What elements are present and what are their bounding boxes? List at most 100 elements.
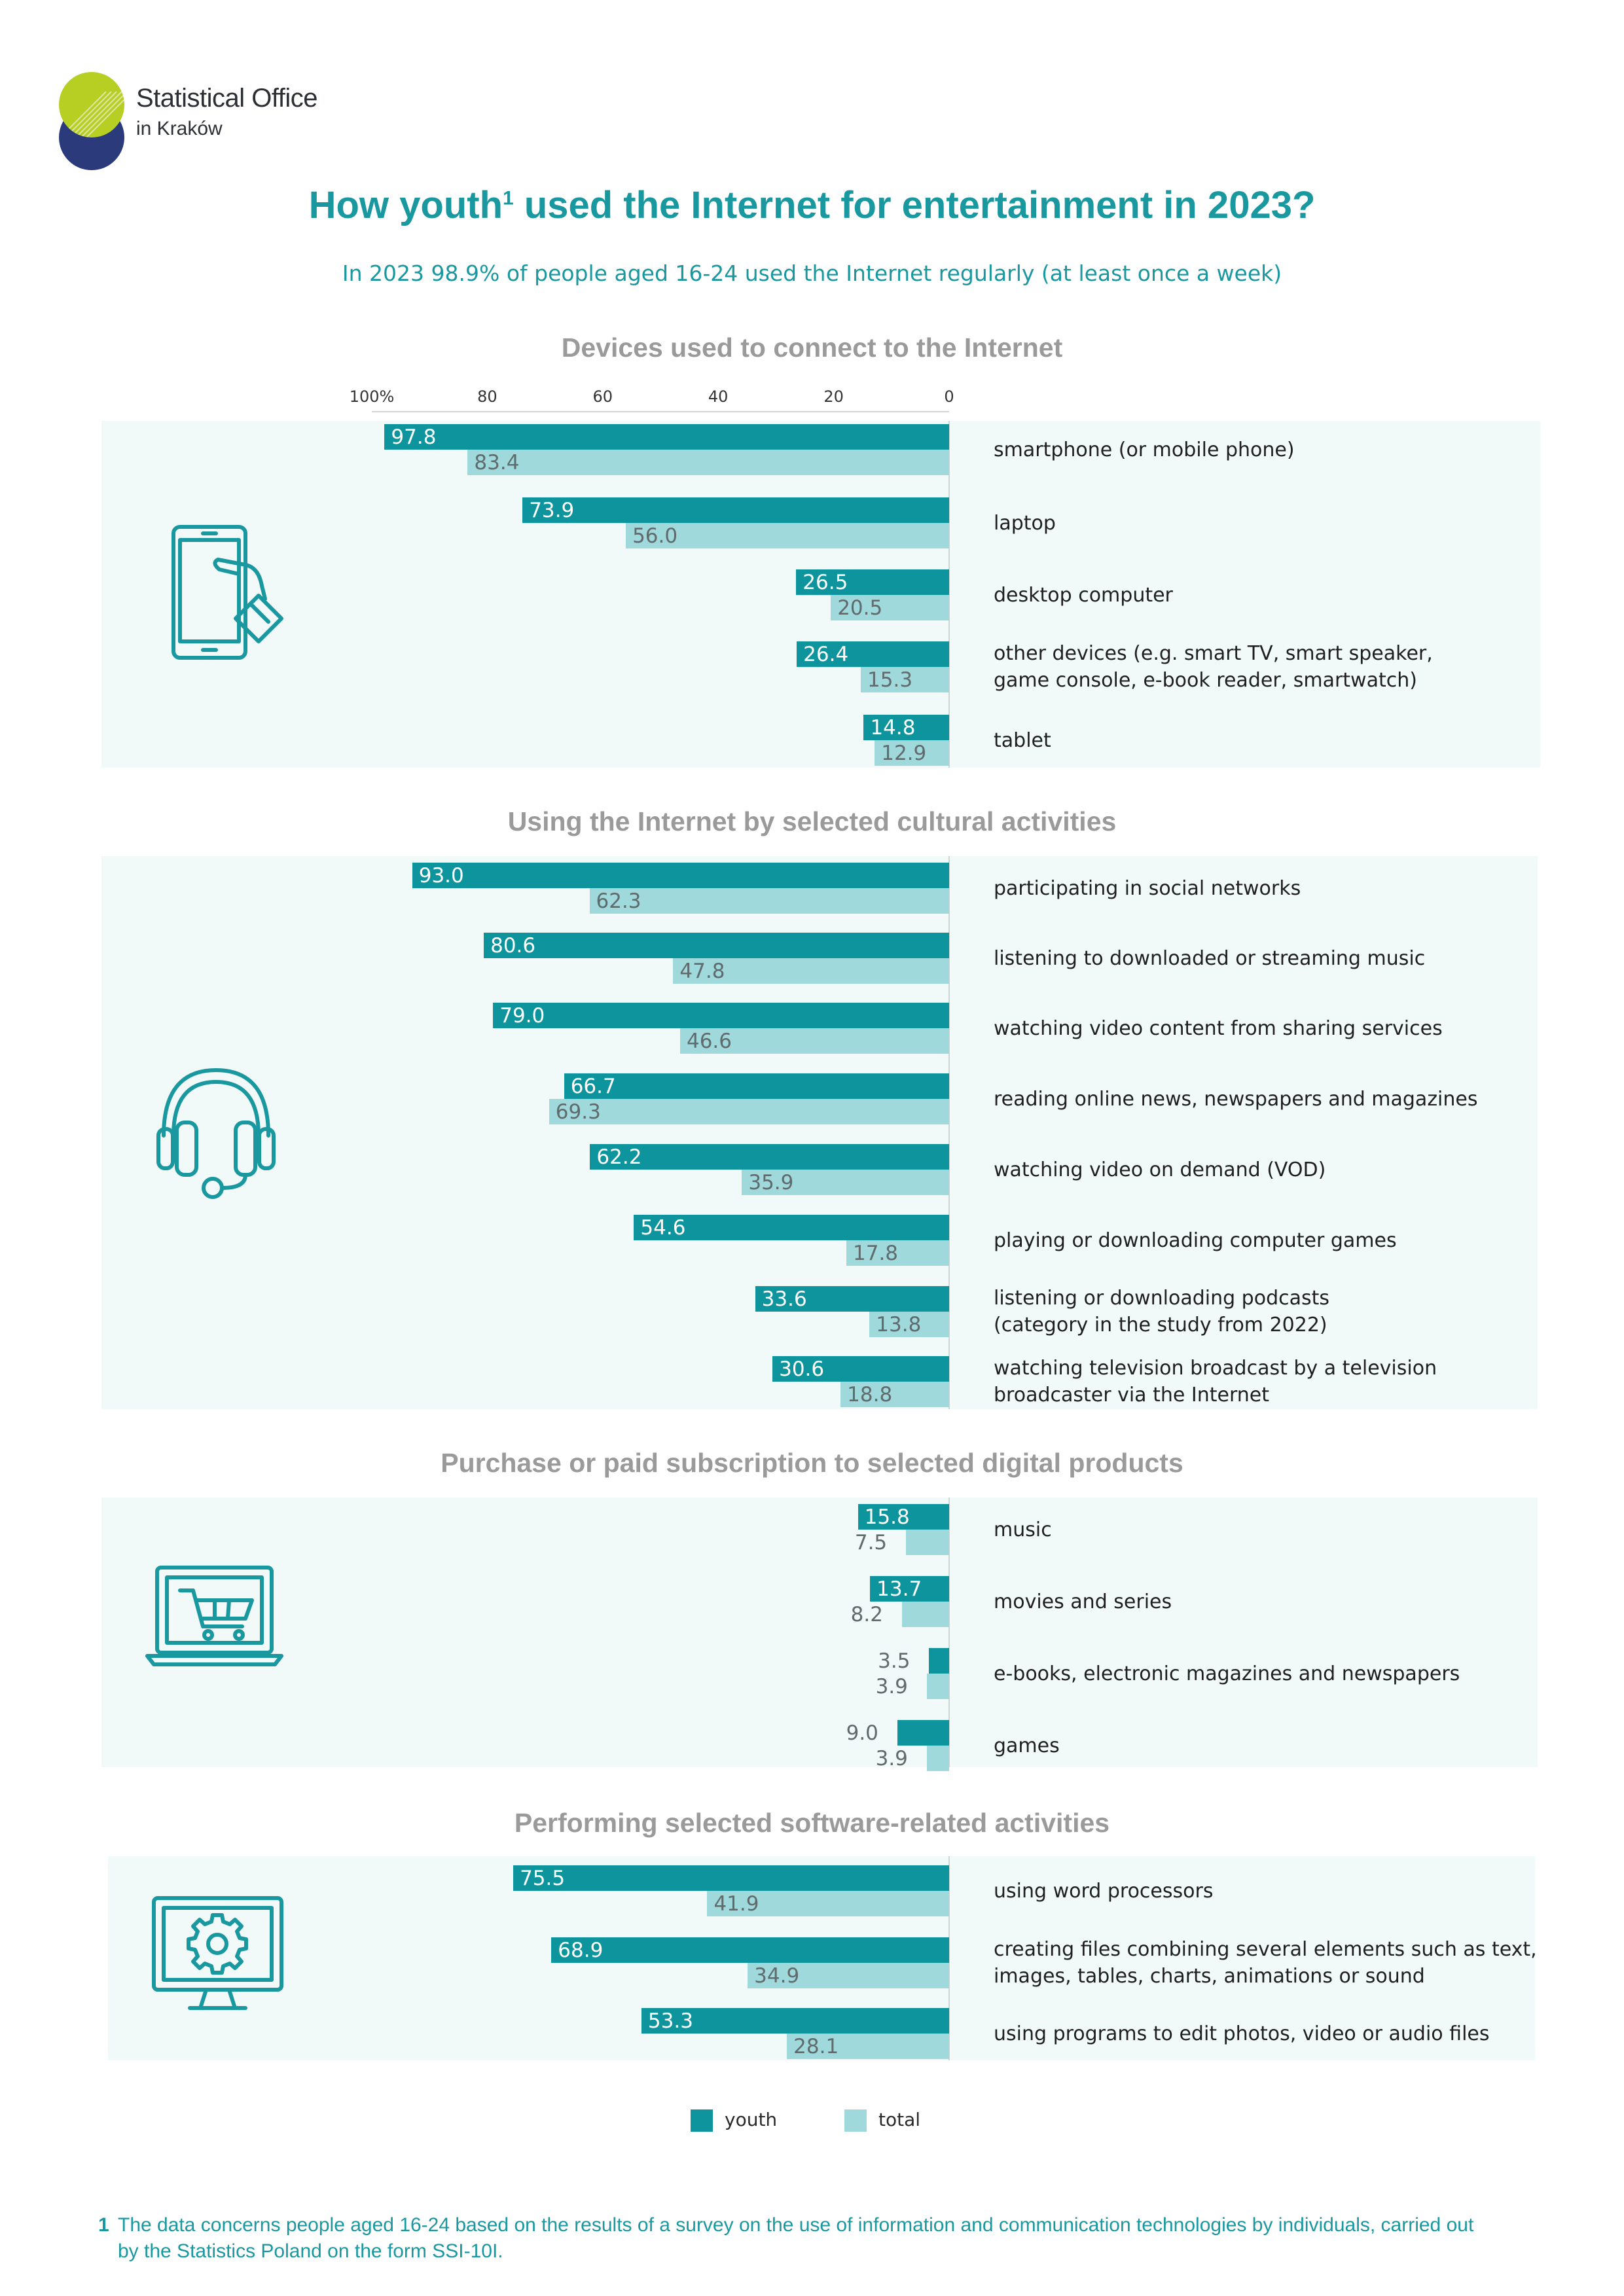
- data-label-total: 34.9: [754, 1964, 800, 1988]
- category-label: participating in social networks: [994, 876, 1301, 900]
- bar-youth: [857, 1504, 949, 1530]
- bar-youth: [522, 497, 949, 523]
- page-title: How youth1 used the Internet for enterta…: [0, 183, 1624, 227]
- data-label-youth: 93.0: [418, 864, 464, 888]
- data-label-total: 83.4: [474, 451, 520, 475]
- monitor-gear-icon: [152, 1896, 283, 2010]
- data-label-youth: 9.0: [846, 1721, 878, 1745]
- category-label: creating files combining several element…: [994, 1938, 1537, 1988]
- bar-youth: [641, 2008, 949, 2034]
- panel-purchase: [101, 1498, 1538, 1767]
- bar-total: [679, 1028, 949, 1054]
- bar-total: [869, 1312, 949, 1337]
- data-label-youth: 15.8: [864, 1505, 910, 1529]
- bar-youth: [484, 933, 949, 958]
- data-label-total: 12.9: [881, 742, 927, 765]
- data-label-total: 20.5: [837, 596, 883, 620]
- logo-circles-icon: [59, 72, 124, 170]
- bar-total: [846, 1240, 949, 1266]
- bar-youth: [897, 1720, 949, 1746]
- data-label-youth: 26.4: [803, 643, 849, 666]
- bar-total: [589, 888, 949, 914]
- bar-total: [875, 740, 949, 766]
- bar-total: [748, 1963, 949, 1988]
- data-label-youth: 53.3: [647, 2009, 693, 2033]
- data-label-total: 35.9: [748, 1171, 794, 1194]
- category-label: reading online news, newspapers and maga…: [994, 1087, 1478, 1111]
- x-axis-tick-label: 80: [477, 387, 497, 406]
- data-label-youth: 13.7: [876, 1577, 922, 1601]
- category-label: games: [994, 1734, 1060, 1757]
- category-label: listening to downloaded or streaming mus…: [994, 946, 1426, 970]
- bar-youth: [493, 1003, 949, 1028]
- bar-youth: [513, 1865, 949, 1891]
- data-label-youth: 68.9: [558, 1939, 604, 1962]
- category-label: tablet: [994, 728, 1051, 752]
- title-footnote-mark: 1: [503, 187, 514, 209]
- category-label: e-books, electronic magazines and newspa…: [994, 1662, 1460, 1685]
- x-axis-tick-label: 40: [708, 387, 729, 406]
- title-part2: used the Internet for entertainment in 2…: [513, 184, 1316, 226]
- data-label-total: 15.3: [867, 668, 913, 692]
- data-label-youth: 14.8: [870, 716, 916, 740]
- section-title-software: Performing selected software-related act…: [514, 1808, 1110, 1838]
- data-label-youth: 26.5: [803, 571, 848, 594]
- category-label: desktop computer: [994, 583, 1173, 607]
- bar-youth: [870, 1576, 949, 1602]
- data-label-total: 7.5: [854, 1531, 888, 1554]
- bar-youth: [634, 1215, 949, 1240]
- data-label-youth: 97.8: [391, 425, 437, 449]
- section-title-purchase: Purchase or paid subscription to selecte…: [441, 1448, 1183, 1478]
- category-label: movies and series: [994, 1590, 1172, 1613]
- category-label: watching video on demand (VOD): [994, 1158, 1326, 1181]
- chart-baseline: [948, 1856, 950, 2060]
- section-title-cultural: Using the Internet by selected cultural …: [507, 806, 1117, 836]
- data-label-youth: 80.6: [490, 934, 536, 958]
- category-label: other devices (e.g. smart TV, smart spea…: [994, 642, 1433, 692]
- data-label-youth: 54.6: [640, 1216, 686, 1240]
- data-label-total: 28.1: [793, 2035, 839, 2058]
- bar-youth: [755, 1286, 949, 1312]
- bar-youth: [384, 424, 949, 450]
- page-subtitle: In 2023 98.9% of people aged 16-24 used …: [342, 260, 1282, 286]
- bar-youth: [564, 1073, 949, 1099]
- legend-total: total: [844, 2109, 920, 2132]
- bar-total: [861, 667, 949, 692]
- laptop-cart-icon: [145, 1566, 283, 1666]
- data-label-youth: 62.2: [596, 1145, 642, 1169]
- data-label-youth: 33.6: [761, 1287, 807, 1311]
- bar-youth: [929, 1648, 949, 1674]
- footnote-number: 1: [98, 2214, 109, 2236]
- data-label-total: 3.9: [875, 1747, 908, 1770]
- footnote-text: The data concerns people aged 16-24 base…: [118, 2214, 1474, 2262]
- data-label-total: 8.2: [850, 1603, 883, 1626]
- category-label: watching television broadcast by a telev…: [994, 1357, 1437, 1407]
- bar-total: [926, 1746, 949, 1771]
- data-label-total: 13.8: [876, 1313, 922, 1336]
- data-label-total: 17.8: [853, 1242, 899, 1265]
- bar-total: [467, 450, 949, 475]
- bar-total: [787, 2034, 949, 2059]
- bar-total: [742, 1170, 949, 1195]
- legend-youth-label: youth: [725, 2109, 778, 2130]
- data-label-total: 62.3: [596, 889, 641, 913]
- data-label-youth: 79.0: [499, 1004, 545, 1028]
- footnote: 1 The data concerns people aged 16-24 ba…: [98, 2212, 1492, 2265]
- legend-youth-swatch: [691, 2109, 713, 2132]
- chart-baseline: [948, 421, 950, 768]
- legend-total-swatch: [844, 2109, 867, 2132]
- headphones-icon: [156, 1068, 276, 1199]
- statistical-office-logo: Statistical Office in Kraków: [58, 65, 333, 170]
- data-label-youth: 66.7: [570, 1075, 616, 1098]
- bar-youth: [863, 715, 949, 740]
- bar-youth: [796, 569, 949, 595]
- category-label: watching video content from sharing serv…: [994, 1016, 1443, 1040]
- category-label: laptop: [994, 511, 1056, 535]
- legend-total-label: total: [878, 2109, 921, 2130]
- x-axis-tick-label: 100%: [349, 387, 395, 406]
- bar-total: [831, 595, 949, 620]
- chart-baseline: [948, 856, 950, 1409]
- data-label-youth: 3.5: [878, 1649, 911, 1673]
- bar-youth: [797, 641, 949, 667]
- data-label-total: 18.8: [847, 1383, 893, 1407]
